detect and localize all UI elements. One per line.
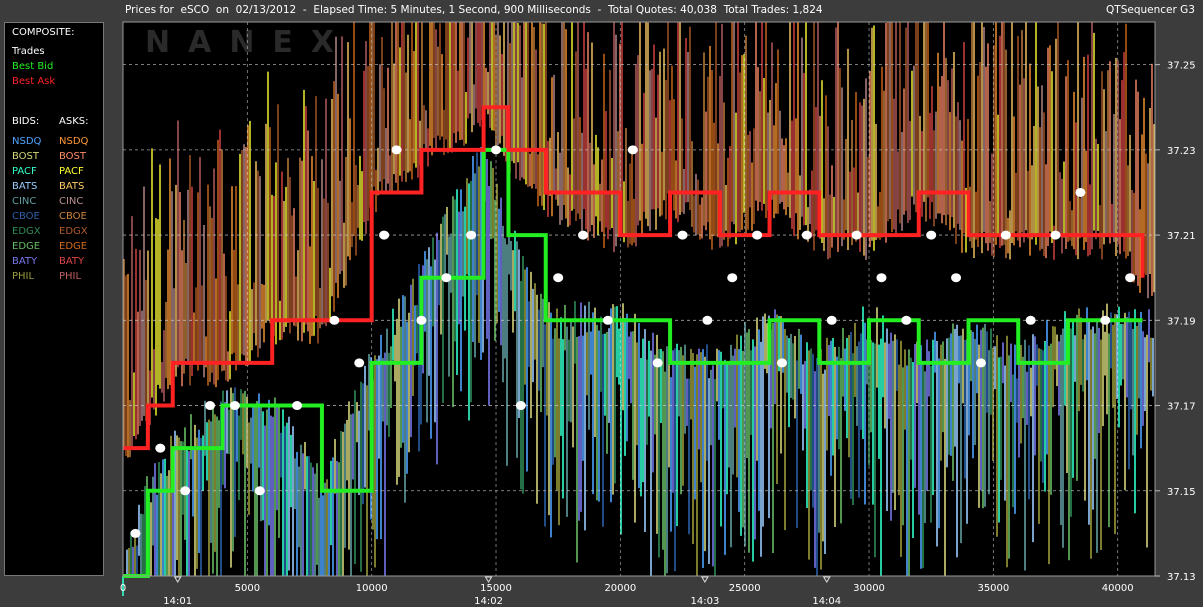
trade-point [254, 486, 265, 496]
trade-point [354, 358, 365, 368]
legend-bid-nsdq: NSDQ [12, 136, 42, 147]
x-tick-label: 5000 [235, 583, 260, 594]
legend-trades: Trades [12, 46, 45, 57]
trade-point [727, 273, 738, 283]
legend-bid-cinc: CINC [12, 196, 37, 207]
trade-point [416, 315, 427, 325]
time-marker-icon [701, 576, 709, 583]
trade-point [1125, 273, 1136, 283]
legend-bid-edge: EDGE [12, 241, 41, 252]
trade-point [975, 358, 986, 368]
trade-point [578, 230, 589, 240]
x-tick-label: 10000 [356, 583, 388, 594]
trade-point [602, 315, 613, 325]
legend-bid-baty: BATY [12, 256, 38, 267]
y-tick-label: 37.23 [1167, 146, 1196, 157]
legend-ask-phil: PHIL [59, 271, 82, 282]
trade-point [776, 358, 787, 368]
plot-border [122, 21, 1156, 577]
best-ask-line [123, 105, 1145, 451]
composite-heading: COMPOSITE: [12, 27, 75, 38]
trade-point [951, 273, 962, 283]
trade-point [851, 230, 862, 240]
trade-point [752, 230, 763, 240]
time-marker-icon [484, 576, 493, 583]
legend-ask-bost: BOST [59, 151, 87, 162]
x-tick-label: 40000 [1102, 583, 1134, 594]
x-tick-label: 30000 [853, 583, 885, 594]
legend-bid-cboe: CBOE [12, 211, 40, 222]
trade-point [130, 528, 141, 538]
x-tick-label: 35000 [977, 583, 1009, 594]
trade-point [391, 145, 402, 155]
time-marker-label: 14:04 [812, 596, 841, 607]
y-tick-label: 37.15 [1167, 487, 1196, 498]
trade-point [292, 401, 303, 411]
y-tick-label: 37.17 [1167, 402, 1196, 413]
trade-point [441, 273, 452, 283]
trade-point [379, 230, 390, 240]
trade-point [491, 145, 502, 155]
legend-ask-edge: EDGE [59, 241, 88, 252]
trade-point [466, 230, 477, 240]
legend-ask-cinc: CINC [59, 196, 84, 207]
y-tick-label: 37.21 [1167, 231, 1196, 242]
legend-best-ask: Best Ask [12, 76, 56, 87]
time-marker-label: 14:03 [690, 596, 719, 607]
trade-point [329, 315, 340, 325]
time-marker-icon [173, 576, 182, 583]
legend-ask-edgx: EDGX [59, 226, 88, 237]
trade-point [1075, 187, 1086, 197]
legend-panel: COMPOSITE: Trades Best Bid Best Ask BIDS… [4, 22, 104, 576]
y-tick-label: 37.25 [1167, 61, 1196, 72]
time-marker-label: 14:02 [474, 596, 503, 607]
trade-point [677, 230, 688, 240]
chart-title: Prices for eSCO on 02/13/2012 - Elapsed … [125, 4, 823, 16]
time-marker-label: 14:01 [163, 596, 192, 607]
app-name: QTSequencer G3 [1106, 4, 1195, 16]
trade-point [801, 230, 812, 240]
x-tick-label: 25000 [729, 583, 761, 594]
legend-bid-bats: BATS [12, 181, 38, 192]
y-tick-label: 37.13 [1167, 572, 1196, 583]
legend-bid-pacf: PACF [12, 166, 37, 177]
time-marker-icon [822, 576, 831, 583]
trade-point [205, 401, 216, 411]
trade-point [826, 315, 837, 325]
trade-point [155, 443, 166, 453]
legend-bid-edgx: EDGX [12, 226, 41, 237]
x-tick-label: 20000 [604, 583, 636, 594]
trade-point [1000, 230, 1011, 240]
x-tick-label: 15000 [480, 583, 512, 594]
legend-ask-baty: BATY [59, 256, 85, 267]
trade-point [702, 315, 713, 325]
legend-ask-cboe: CBOE [59, 211, 87, 222]
legend-ask-pacf: PACF [59, 166, 84, 177]
trade-point [515, 401, 526, 411]
legend-ask-bats: BATS [59, 181, 85, 192]
trade-point [1100, 315, 1111, 325]
trade-point [180, 486, 191, 496]
trade-point [901, 315, 912, 325]
x-tick-label: 0 [120, 583, 126, 594]
trade-point [553, 273, 564, 283]
y-tick-label: 37.19 [1167, 316, 1196, 327]
trade-point [652, 358, 663, 368]
legend-ask-nsdq: NSDQ [59, 136, 89, 147]
legend-best-bid: Best Bid [12, 61, 54, 72]
legend-bid-phil: PHIL [12, 271, 35, 282]
trade-point [876, 273, 887, 283]
bids-heading: BIDS: [12, 116, 40, 127]
trade-point [1025, 315, 1036, 325]
asks-heading: ASKS: [59, 116, 89, 127]
best-bid-line [123, 147, 1143, 578]
trade-point [627, 145, 638, 155]
trade-point [229, 401, 240, 411]
trade-point [926, 230, 937, 240]
legend-bid-bost: BOST [12, 151, 40, 162]
watermark: NANEX [145, 25, 352, 60]
trade-point [1050, 230, 1061, 240]
